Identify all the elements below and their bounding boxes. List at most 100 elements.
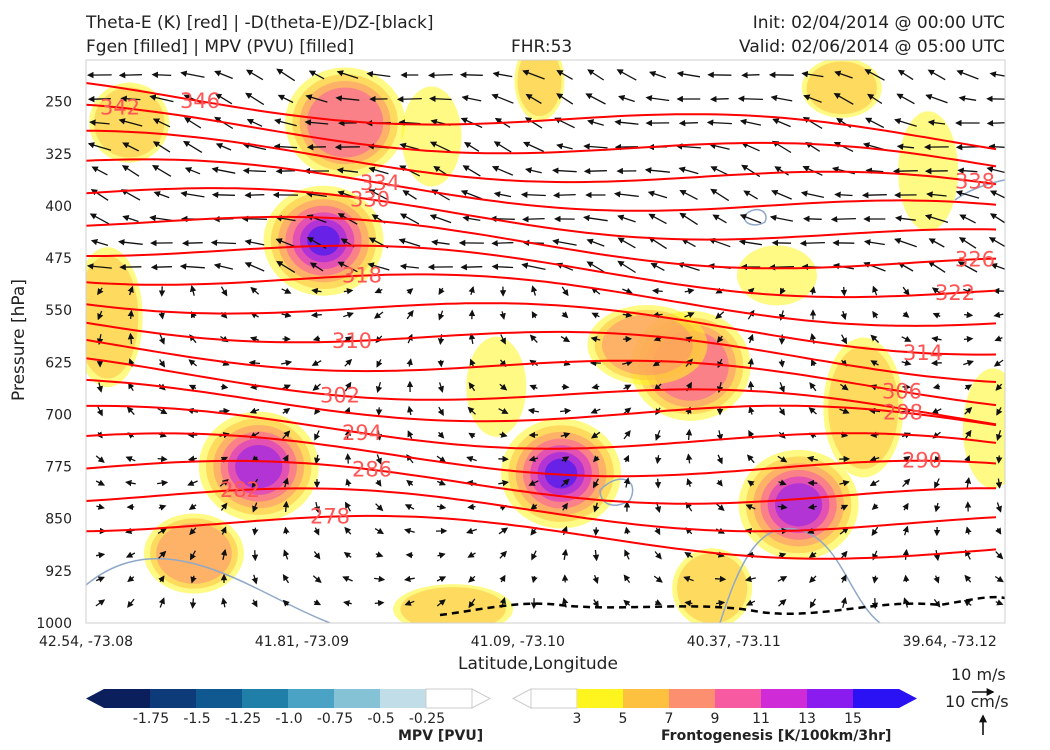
- vector-arrow: [777, 576, 788, 583]
- fgen-region: [401, 86, 462, 187]
- y-tick-label: 775: [45, 460, 72, 476]
- mpv-colorbar-swatch: [380, 689, 426, 708]
- vector-arrow: [928, 238, 945, 248]
- vector-arrow: [706, 119, 732, 126]
- vector-arrow: [189, 598, 197, 609]
- vector-arrow: [525, 93, 542, 104]
- vector-arrow: [871, 503, 879, 510]
- vector-arrow: [499, 574, 506, 583]
- fgen-colorbar-swatch: [669, 689, 715, 708]
- stability-line: [439, 595, 1005, 617]
- vector-arrow: [593, 502, 600, 513]
- vector-arrow: [521, 262, 546, 271]
- vector-arrow: [955, 190, 980, 199]
- vector-arrow: [428, 71, 453, 79]
- vector-arrow: [524, 117, 543, 129]
- theta-e-label: 286: [352, 458, 392, 482]
- vector-arrow: [586, 261, 605, 273]
- vector-arrow: [684, 312, 695, 319]
- vector-arrow: [710, 95, 729, 103]
- vector-arrow: [182, 140, 203, 153]
- mpv-colorbar-label: -0.75: [317, 711, 353, 727]
- vector-arrow: [869, 479, 880, 487]
- vector-arrow: [747, 333, 754, 344]
- vector-arrow: [778, 407, 786, 416]
- vector-arrow: [467, 503, 476, 511]
- vector-arrow: [716, 335, 724, 344]
- vector-arrow: [406, 310, 414, 320]
- vector-arrow: [275, 238, 296, 248]
- vector-arrow: [499, 383, 508, 391]
- vector-arrow: [840, 431, 849, 438]
- vector-arrow: [158, 334, 165, 345]
- vector-arrow: [158, 311, 165, 320]
- vector-arrow: [679, 212, 698, 226]
- vector-arrow: [97, 310, 104, 321]
- fgen-colorbar-label: 15: [844, 711, 862, 727]
- vector-arrow: [896, 93, 915, 105]
- vector-arrow: [556, 143, 573, 150]
- vector-arrow: [189, 285, 197, 296]
- vector-arrow: [314, 430, 321, 441]
- vector-arrow: [375, 382, 383, 394]
- vector-arrow: [995, 478, 1003, 489]
- vector-arrow: [121, 165, 140, 177]
- vector-arrow: [375, 454, 382, 465]
- vector-arrow: [522, 215, 545, 223]
- frontogenesis-fills: [86, 60, 1005, 623]
- vector-arrow: [583, 167, 607, 175]
- vector-arrow: [897, 69, 914, 81]
- fgen-region: [466, 336, 527, 437]
- vector-arrow: [994, 575, 1004, 583]
- vector-arrow: [89, 213, 110, 225]
- theta-e-label: 302: [320, 384, 360, 408]
- vector-arrow: [375, 479, 382, 487]
- vector-arrow: [839, 407, 850, 414]
- vector-arrow: [770, 94, 793, 102]
- vector-arrow: [151, 71, 172, 79]
- vector-arrow: [748, 406, 755, 415]
- theta-e-label: 298: [883, 401, 923, 425]
- vector-arrow: [902, 311, 910, 318]
- vector-arrow: [591, 383, 600, 390]
- vector-arrow: [312, 383, 321, 391]
- vector-arrow: [715, 311, 725, 320]
- vector-arrow: [374, 287, 383, 294]
- vector-arrow: [125, 551, 136, 558]
- vector-arrow: [744, 575, 756, 583]
- wind-key-horizontal: 10 m/s: [951, 665, 1006, 684]
- vector-arrow: [777, 503, 788, 511]
- y-tick-label: 475: [45, 251, 72, 267]
- theta-e-line: [86, 158, 997, 212]
- vector-arrow: [963, 599, 972, 607]
- vector-arrow: [463, 142, 480, 152]
- vector-arrow: [993, 359, 1004, 367]
- vector-arrow: [308, 70, 325, 80]
- vector-arrow: [863, 239, 885, 246]
- fgen-region: [86, 255, 139, 379]
- vector-arrow: [586, 238, 605, 247]
- vector-arrow: [556, 93, 574, 105]
- vector-arrow: [467, 406, 476, 415]
- vector-arrow: [122, 215, 139, 223]
- vector-arrow: [560, 478, 570, 487]
- vector-arrow: [803, 215, 822, 223]
- theta-e-line: [86, 82, 997, 151]
- vector-arrow: [924, 214, 949, 224]
- mpv-colorbar-swatch: [288, 689, 334, 708]
- theta-e-label: 322: [935, 281, 975, 305]
- vector-arrow: [273, 143, 298, 150]
- x-axis-label: Latitude,Longitude: [458, 654, 618, 674]
- vector-arrow: [342, 576, 353, 583]
- fgen-colorbar-swatch: [807, 689, 853, 708]
- vector-arrow: [654, 551, 662, 560]
- vector-arrow: [310, 311, 322, 319]
- vector-arrow: [220, 526, 227, 535]
- vector-arrow: [745, 504, 756, 511]
- theta-e-line: [86, 273, 997, 327]
- theta-e-line: [86, 338, 997, 407]
- vector-arrow: [716, 454, 723, 465]
- vector-arrow: [964, 384, 973, 391]
- vector-arrow: [892, 167, 918, 175]
- vector-arrow: [654, 478, 662, 489]
